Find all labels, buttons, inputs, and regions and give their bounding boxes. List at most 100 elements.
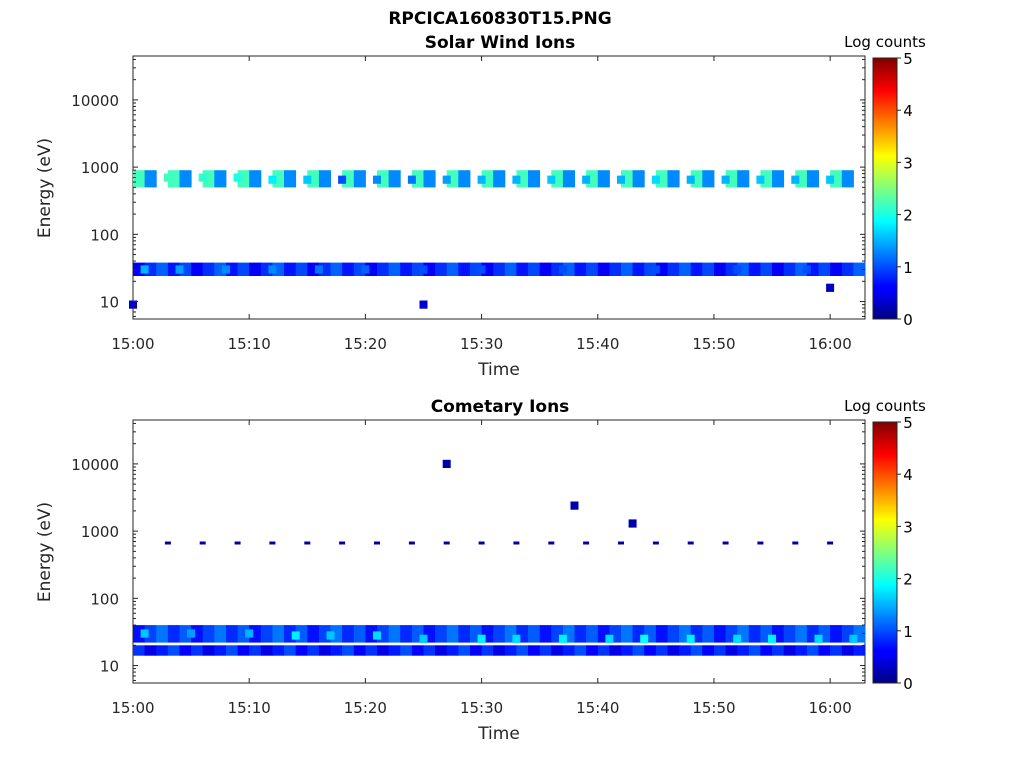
band-cell xyxy=(353,645,366,656)
x-ticks-solar-wind: 15:00 15:10 15:20 15:30 15:40 15:50 16:00 xyxy=(111,56,852,353)
band-cell xyxy=(760,645,773,656)
heatmap-cell xyxy=(558,265,567,274)
band-cell xyxy=(597,262,610,276)
heatmap-cell xyxy=(140,629,149,638)
band-cell xyxy=(737,645,750,656)
x-ticks-cometary: 15:00 15:10 15:20 15:30 15:40 15:50 16:00 xyxy=(111,420,852,717)
band-cell xyxy=(667,170,680,188)
heatmap-cell xyxy=(361,265,370,274)
band-cell xyxy=(702,262,715,276)
colorbar-tick-label: 2 xyxy=(903,207,913,225)
heatmap-cell xyxy=(826,175,835,184)
band-cell xyxy=(493,625,506,643)
heatmap-cell xyxy=(617,175,625,184)
heatmap-cell xyxy=(373,631,381,640)
heatmap-cell xyxy=(605,634,614,643)
band-cell xyxy=(423,170,436,188)
band-cell xyxy=(516,645,529,656)
band-cell xyxy=(318,170,331,188)
x-tick-label: 15:10 xyxy=(228,335,271,353)
heatmap-cell xyxy=(722,541,729,545)
heatmap-cell xyxy=(651,175,660,184)
band-cell xyxy=(458,262,471,276)
heatmap-cell xyxy=(140,265,149,274)
band-cell xyxy=(818,262,831,276)
band-cell xyxy=(318,645,331,656)
x-tick-label: 15:20 xyxy=(344,335,387,353)
heatmap-cell xyxy=(339,541,346,545)
band-cell xyxy=(226,645,239,656)
heatmap-cell xyxy=(512,634,521,643)
band-cell xyxy=(214,625,227,643)
band-cell xyxy=(202,625,215,643)
band-cell xyxy=(528,170,541,188)
band-cell xyxy=(795,625,808,643)
y-axis-label-solar-wind: Energy (eV) xyxy=(35,138,55,238)
x-tick-label: 15:20 xyxy=(344,699,387,717)
heatmap-cell xyxy=(314,265,323,274)
heatmap-cell xyxy=(338,175,347,184)
band-cell xyxy=(493,170,506,188)
band-cell xyxy=(167,625,180,643)
band-cell xyxy=(249,645,262,656)
heatmap-cell xyxy=(826,283,835,292)
x-tick-label: 15:40 xyxy=(576,335,619,353)
heatmap-cell xyxy=(419,634,428,643)
colorbar-tick-label: 3 xyxy=(903,154,913,172)
band-cell xyxy=(504,645,517,656)
x-axis-label-solar-wind: Time xyxy=(477,360,520,380)
band-cell xyxy=(342,262,355,276)
band-cell xyxy=(679,645,692,656)
band-cell xyxy=(260,625,273,643)
band-cell xyxy=(737,170,750,188)
band-cell xyxy=(249,262,262,276)
band-cell xyxy=(725,645,738,656)
band-cell xyxy=(307,625,320,643)
band-cell xyxy=(493,645,506,656)
band-cell xyxy=(423,645,436,656)
band-cell xyxy=(481,645,494,656)
x-axis-label-cometary: Time xyxy=(477,724,520,744)
heatmap-cell xyxy=(245,629,254,638)
band-cell xyxy=(458,645,471,656)
colorbar-ticks-solar-wind: 0 1 2 3 4 5 xyxy=(897,50,913,329)
band-cell xyxy=(597,170,610,188)
band-cell xyxy=(237,645,250,656)
x-tick-label: 15:50 xyxy=(692,699,735,717)
band-cell xyxy=(388,262,401,276)
x-tick-label: 16:00 xyxy=(809,699,852,717)
band-cell xyxy=(400,645,413,656)
heatmap-cell xyxy=(640,634,649,643)
heatmap-cell xyxy=(512,175,521,184)
heatmap-cell xyxy=(570,501,579,510)
y-tick-label: 10 xyxy=(100,294,119,312)
band-cell xyxy=(388,625,401,643)
band-cell xyxy=(342,645,355,656)
band-cell xyxy=(830,262,843,276)
heatmap-cell xyxy=(442,459,451,468)
heatmap-cell xyxy=(373,175,381,184)
band-cell xyxy=(179,645,192,656)
heatmap-cell xyxy=(802,265,811,274)
band-cell xyxy=(458,625,471,643)
band-cell xyxy=(191,645,204,656)
band-cell xyxy=(841,262,854,276)
y-ticks-cometary: 10 100 1000 10000 xyxy=(71,422,865,681)
heatmap-cell xyxy=(814,634,823,643)
heatmap-cell xyxy=(269,541,276,545)
band-cell xyxy=(772,170,785,188)
band-cell xyxy=(562,170,575,188)
heatmap-cell xyxy=(407,175,416,184)
heatmap-cell xyxy=(477,634,486,643)
band-cell xyxy=(272,645,285,656)
band-cell xyxy=(458,170,471,188)
band-cell xyxy=(667,262,680,276)
band-cell xyxy=(760,262,773,276)
y-tick-label: 10000 xyxy=(71,456,119,474)
band-cell xyxy=(702,625,715,643)
band-cell xyxy=(156,645,169,656)
band-cell xyxy=(621,645,634,656)
colorbar-cometary xyxy=(872,421,898,684)
band-cell xyxy=(260,645,273,656)
colorbar-label-cometary: Log counts xyxy=(844,397,926,415)
